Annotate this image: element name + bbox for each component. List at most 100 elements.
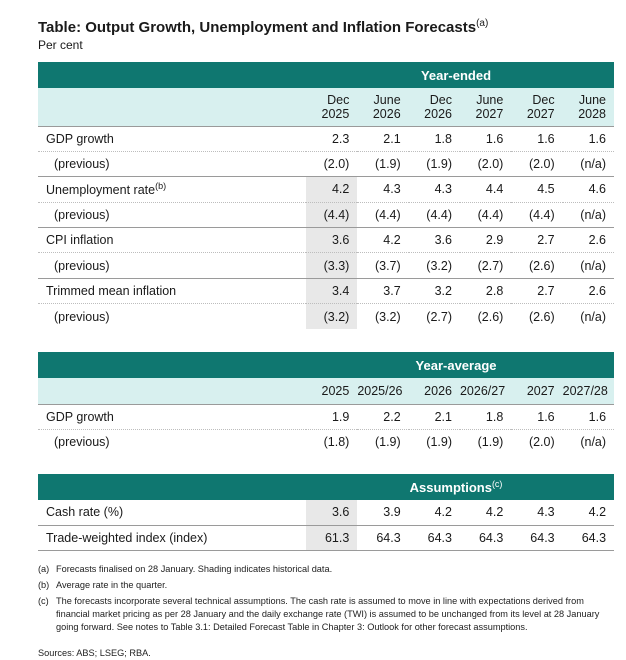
cell: 1.9 xyxy=(306,404,358,430)
footnote-text: Average rate in the quarter. xyxy=(56,580,168,590)
cell: 64.3 xyxy=(459,525,512,552)
table-title: Table: Output Growth, Unemployment and I… xyxy=(38,18,489,36)
cell: 4.3 xyxy=(408,176,460,203)
cell: (n/a) xyxy=(580,435,607,450)
cell: (2.6) xyxy=(511,252,563,279)
row-label: Unemployment rate(b) xyxy=(38,176,306,203)
table-row: (previous) (1.8) (1.9) (1.9) (1.9) (2.0)… xyxy=(38,429,614,454)
row-label: (previous) xyxy=(38,151,306,178)
cell: (3.2) xyxy=(408,252,460,279)
cell: 4.3 xyxy=(511,500,563,526)
cell: 3.9 xyxy=(357,500,409,526)
cell: 64.3 xyxy=(562,525,615,552)
cell: 1.6 xyxy=(562,126,614,152)
cell: (2.0) xyxy=(306,151,358,178)
table-row: (previous) (2.0) (1.9) (1.9) (2.0) (2.0)… xyxy=(38,151,614,178)
cell: (2.7) xyxy=(426,309,452,324)
year-ended-section-label: Year-ended xyxy=(306,62,614,88)
historical-cell: 3.6 xyxy=(306,227,358,254)
table-row: CPI inflation 3.6 4.2 3.6 2.9 2.7 2.6 xyxy=(38,227,614,254)
cell: 1.6 xyxy=(511,126,563,152)
footnote: (c) The forecasts incorporate several te… xyxy=(38,595,608,634)
cell: 2.9 xyxy=(459,227,512,254)
historical-cell: (3.3) xyxy=(306,252,358,279)
table-row: GDP growth 1.9 2.2 2.1 1.8 1.6 1.6 xyxy=(38,404,615,430)
cell: (1.9) xyxy=(374,435,401,450)
cell: (n/a) xyxy=(562,151,614,178)
cell: 64.3 xyxy=(511,525,563,552)
title-footnote-marker: (a) xyxy=(476,18,489,29)
historical-cell: (4.4) xyxy=(306,202,358,229)
cell: 64.3 xyxy=(357,525,409,552)
table-subtitle: Per cent xyxy=(38,38,83,52)
year-average-table: Year-average 2025 2025/26 2026 2026/27 2… xyxy=(38,352,615,455)
cell: (3.7) xyxy=(357,252,409,279)
year-ended-table: Year-ended Dec 2025 June 2026 Dec 2026 June… xyxy=(38,62,614,330)
footnote-key: (a) xyxy=(38,564,50,574)
assumptions-table: Assumptions(c) Cash rate (%) 3.6 3.9 4.2… xyxy=(38,474,615,552)
table-row: Trimmed mean inflation 3.4 3.7 3.2 2.8 2… xyxy=(38,278,614,305)
cell: (1.8) xyxy=(323,435,350,450)
cell: (1.9) xyxy=(408,151,460,178)
cell: (2.6) xyxy=(477,309,504,324)
cell: (3.2) xyxy=(374,309,401,324)
cell: 1.6 xyxy=(511,404,563,430)
historical-cell: 61.3 xyxy=(306,525,358,552)
cell: 4.3 xyxy=(357,176,409,203)
column-header: 2026 xyxy=(408,378,460,405)
column-header: 2027/28 xyxy=(562,378,615,405)
year-average-section-label: Year-average xyxy=(306,352,615,378)
footnote-text: Forecasts finalised on 28 January. Shadi… xyxy=(56,564,333,574)
row-label: Trade-weighted index (index) xyxy=(38,525,306,552)
cell: 3.2 xyxy=(408,278,460,305)
assumptions-section-label: Assumptions(c) xyxy=(306,474,615,500)
cell: 2.3 xyxy=(306,126,358,152)
cell: 2.1 xyxy=(408,404,460,430)
table-row: (previous) (3.2) (3.2) (2.7) (2.6) (2.6)… xyxy=(38,303,614,330)
column-header: 2025/26 xyxy=(357,378,409,405)
cell: 2.6 xyxy=(562,278,614,305)
historical-cell: 3.4 xyxy=(306,278,358,305)
cell: (2.7) xyxy=(459,252,512,279)
cell: (1.9) xyxy=(426,435,452,450)
cell: (2.0) xyxy=(528,435,555,450)
column-header: 2025 xyxy=(306,378,358,405)
cell: (2.6) xyxy=(528,309,555,324)
footnote-key: (b) xyxy=(38,580,50,590)
column-header: Dec 2025 xyxy=(306,88,358,127)
cell: 4.2 xyxy=(459,500,512,526)
column-header: June 2027 xyxy=(459,88,512,127)
footnote: (b) Average rate in the quarter. xyxy=(38,579,608,592)
sources: Sources: ABS; LSEG; RBA. xyxy=(38,648,151,658)
row-label: Cash rate (%) xyxy=(38,500,306,526)
row-label: (previous) xyxy=(38,202,306,229)
column-header: Dec 2026 xyxy=(408,88,460,127)
historical-cell: 3.6 xyxy=(306,500,358,526)
row-label: (previous) xyxy=(38,252,306,279)
footnotes: (a) Forecasts finalised on 28 January. S… xyxy=(38,563,608,637)
cell: (4.4) xyxy=(357,202,409,229)
cell: 2.7 xyxy=(511,278,563,305)
row-label: (previous) xyxy=(54,309,110,324)
cell: (1.9) xyxy=(477,435,504,450)
cell: 1.6 xyxy=(459,126,512,152)
cell: (2.0) xyxy=(511,151,563,178)
cell: (4.4) xyxy=(511,202,563,229)
column-header: Dec 2027 xyxy=(511,88,563,127)
cell: (4.4) xyxy=(459,202,512,229)
row-label: Trimmed mean inflation xyxy=(38,278,306,305)
footnote-marker: (b) xyxy=(155,181,167,192)
column-header: June 2028 xyxy=(562,88,614,127)
table-row: GDP growth 2.3 2.1 1.8 1.6 1.6 1.6 xyxy=(38,126,614,152)
cell: 1.8 xyxy=(459,404,512,430)
column-header: June 2026 xyxy=(357,88,409,127)
cell: (n/a) xyxy=(562,252,614,279)
cell: 4.2 xyxy=(562,500,615,526)
historical-cell: (3.2) xyxy=(306,303,358,330)
cell: 1.6 xyxy=(562,404,615,430)
cell: (n/a) xyxy=(562,202,614,229)
cell: 64.3 xyxy=(408,525,460,552)
cell: (n/a) xyxy=(580,309,606,324)
cell: 1.8 xyxy=(408,126,460,152)
column-header: 2027 xyxy=(511,378,563,405)
